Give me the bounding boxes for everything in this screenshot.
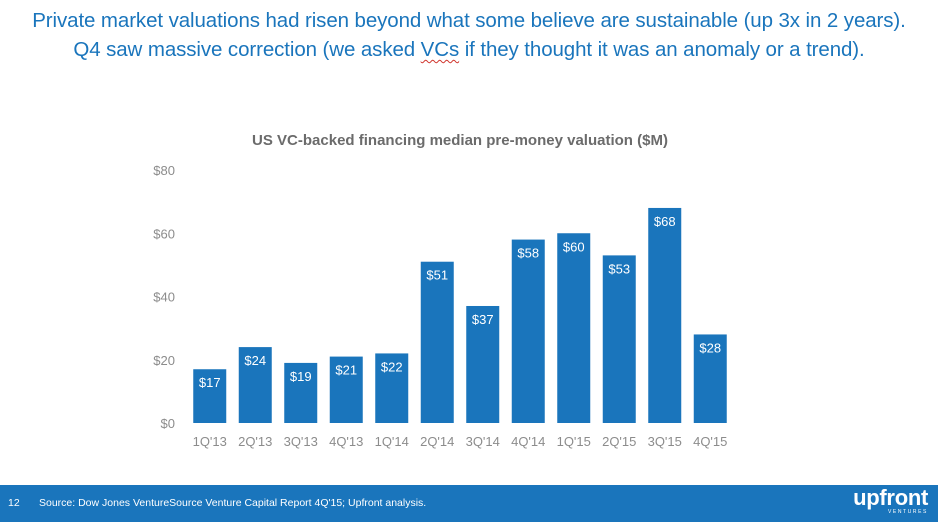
source-note: Source: Dow Jones VentureSource Venture …	[39, 497, 427, 509]
x-tick-label: 4Q'15	[693, 434, 727, 449]
bar	[511, 239, 545, 423]
x-tick-label: 4Q'14	[511, 434, 545, 449]
footer-bar: 12 Source: Dow Jones VentureSource Ventu…	[0, 485, 938, 522]
x-tick-label: 1Q'14	[375, 434, 409, 449]
x-tick-label: 3Q'15	[648, 434, 682, 449]
headline-line-2: Q4 saw massive correction (we asked VCs …	[0, 35, 938, 64]
headline-line-2-end: if they thought it was an anomaly or a t…	[459, 38, 865, 61]
headline-line-2-start: Q4 saw massive correction (we asked	[73, 38, 421, 61]
logo-wordmark: upfront	[853, 485, 928, 510]
x-tick-label: 2Q'13	[238, 434, 272, 449]
x-tick-label: 4Q'13	[329, 434, 363, 449]
page-number: 12	[8, 497, 20, 509]
bar	[193, 369, 227, 423]
y-axis-ticks: $0 $20 $40 $60 $80	[153, 163, 175, 431]
bar-data-label: $68	[654, 214, 676, 229]
bar-data-label: $53	[608, 261, 630, 276]
bar-data-label: $60	[563, 239, 585, 254]
bar-data-labels: $17 $24 $19 $21 $22 $51 $37 $58 $60 $53 $68 $28	[199, 214, 721, 390]
bar-data-label: $22	[381, 359, 403, 374]
upfront-logo: upfront VENTURES	[853, 487, 928, 515]
bar	[557, 233, 591, 423]
x-tick-label: 3Q'13	[284, 434, 318, 449]
bar-data-label: $17	[199, 375, 221, 390]
valuation-bar-chart: US VC-backed financing median pre-money …	[153, 132, 728, 449]
x-axis-ticks: 1Q'13 2Q'13 3Q'13 4Q'13 1Q'14 2Q'14 3Q'14 4Q'14…	[193, 434, 728, 449]
bar	[466, 305, 500, 423]
x-tick-label: 1Q'13	[193, 434, 227, 449]
bar	[648, 207, 682, 423]
bar-data-label: $28	[699, 340, 721, 355]
bar	[375, 353, 409, 423]
bar	[284, 362, 318, 423]
headline-vcs-word: VCs	[420, 38, 460, 61]
bar	[238, 347, 272, 423]
x-tick-label: 3Q'14	[466, 434, 500, 449]
bar-data-label: $21	[335, 363, 357, 378]
headline-line-1: Private market valuations had risen beyo…	[32, 9, 906, 32]
x-tick-label: 2Q'14	[420, 434, 454, 449]
headline: Private market valuations had risen beyo…	[0, 6, 938, 64]
bar-data-label: $51	[426, 268, 448, 283]
bar-data-label: $58	[517, 246, 539, 261]
bars	[193, 207, 727, 423]
bar	[420, 261, 454, 423]
bar-data-label: $24	[244, 353, 266, 368]
bar-data-label: $37	[472, 312, 494, 327]
y-tick-label: $40	[153, 290, 175, 305]
y-tick-label: $0	[161, 416, 175, 431]
bar-data-label: $19	[290, 369, 312, 384]
y-tick-label: $60	[153, 226, 175, 241]
x-tick-label: 1Q'15	[557, 434, 591, 449]
bar	[693, 334, 727, 423]
x-tick-label: 2Q'15	[602, 434, 636, 449]
bar	[329, 356, 363, 423]
chart-title: US VC-backed financing median pre-money …	[252, 132, 668, 149]
bar	[602, 255, 636, 423]
y-tick-label: $80	[153, 163, 175, 178]
logo-subtext: VENTURES	[887, 509, 928, 515]
y-tick-label: $20	[153, 353, 175, 368]
